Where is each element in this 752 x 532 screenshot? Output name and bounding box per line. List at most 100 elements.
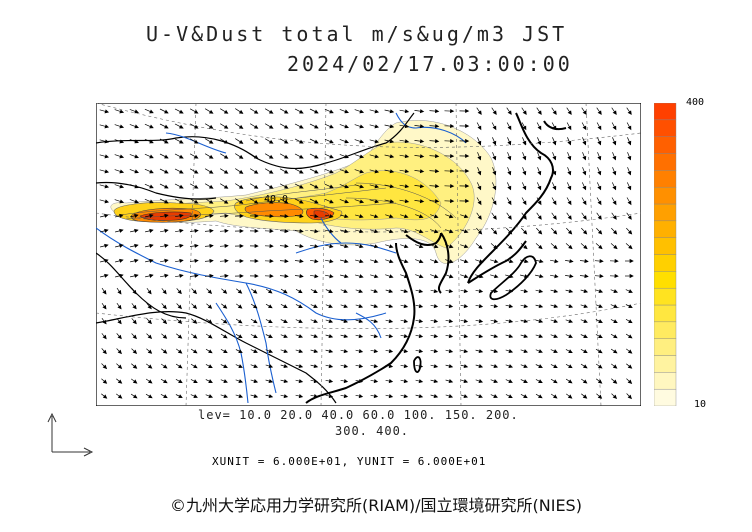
wind-vector-head bbox=[612, 140, 617, 146]
wind-vector-head bbox=[117, 319, 122, 325]
wind-vector-head bbox=[463, 379, 469, 384]
wind-vector-head bbox=[433, 379, 439, 384]
wind-vector-head bbox=[192, 319, 198, 324]
wind-vector-head bbox=[448, 303, 454, 309]
wind-vector-head bbox=[239, 258, 244, 264]
wind-vector-head bbox=[223, 154, 229, 159]
wind-vector-head bbox=[597, 110, 602, 115]
wind-vector-head bbox=[253, 199, 259, 204]
wind-vector-head bbox=[149, 199, 154, 204]
islands bbox=[413, 255, 537, 373]
wind-vector-head bbox=[209, 213, 214, 218]
wind-vector-head bbox=[344, 244, 349, 249]
wind-vector-head bbox=[627, 155, 632, 161]
wind-vector-head bbox=[388, 363, 394, 369]
wind-vector-head bbox=[117, 334, 122, 340]
wind-vector-head bbox=[268, 364, 274, 369]
grid-lines bbox=[96, 103, 641, 406]
wind-vector-head bbox=[359, 274, 364, 279]
wind-vector-head bbox=[493, 319, 499, 324]
colorbar-swatch bbox=[654, 119, 677, 137]
wind-vector-head bbox=[314, 274, 319, 279]
wind-vector-head bbox=[627, 349, 633, 354]
wind-vector-head bbox=[403, 259, 409, 264]
wind-vector-head bbox=[238, 364, 243, 368]
wind-vector-head bbox=[448, 244, 454, 249]
wind-vector-head bbox=[477, 200, 482, 206]
wind-vector-head bbox=[568, 304, 574, 309]
wind-vector-head bbox=[147, 319, 152, 325]
wind-vector-head bbox=[239, 273, 244, 279]
wind-vector-head bbox=[598, 304, 603, 308]
wind-vector-head bbox=[373, 274, 379, 279]
wind-vector-head bbox=[223, 394, 229, 399]
wind-vector-head bbox=[358, 348, 364, 354]
wind-vector-head bbox=[224, 243, 229, 248]
wind-vector-head bbox=[359, 124, 365, 129]
wind-vector-head bbox=[298, 379, 304, 384]
wind-vector-head bbox=[567, 230, 573, 235]
wind-vector-head bbox=[179, 124, 184, 129]
wind-vector-head bbox=[612, 125, 617, 131]
wind-vector-head bbox=[329, 184, 334, 189]
wind-vector-head bbox=[538, 289, 544, 294]
wind-vector-head bbox=[239, 213, 244, 219]
wind-vector-head bbox=[359, 154, 365, 159]
map-timestamp: 2024/02/17.03:00:00 bbox=[287, 52, 573, 76]
wind-vector-head bbox=[298, 289, 303, 294]
wind-vector-head bbox=[508, 349, 514, 354]
wind-vector-head bbox=[450, 199, 455, 204]
wind-vector-head bbox=[433, 364, 439, 369]
wind-vector-head bbox=[358, 363, 364, 369]
wind-vector-head bbox=[208, 154, 214, 159]
wind-vector-head bbox=[344, 199, 349, 204]
wind-vector-head bbox=[389, 184, 395, 189]
wind-vector-head bbox=[314, 199, 319, 204]
wind-vector-head bbox=[477, 230, 483, 235]
wind-vector-head bbox=[478, 349, 484, 354]
wind-vector-head bbox=[582, 200, 587, 206]
wind-vector-head bbox=[584, 273, 589, 279]
wind-vector-head bbox=[104, 243, 109, 248]
coastline bbox=[305, 112, 567, 404]
wind-vector-head bbox=[179, 169, 184, 174]
wind-vector-head bbox=[582, 140, 587, 146]
wind-vector-head bbox=[463, 288, 469, 294]
wind-vector-head bbox=[492, 110, 497, 115]
wind-vector-head bbox=[328, 393, 334, 399]
wind-vector-head bbox=[373, 304, 379, 309]
wind-vector-head bbox=[298, 304, 303, 308]
wind-vector-head bbox=[164, 109, 169, 114]
wind-vector-head bbox=[358, 393, 364, 399]
colorbar-swatch bbox=[654, 220, 677, 238]
wind-vector-head bbox=[463, 303, 469, 309]
wind-vector-head bbox=[465, 198, 470, 204]
wind-vector-head bbox=[552, 200, 557, 206]
wind-vector-head bbox=[478, 274, 484, 279]
wind-vector-head bbox=[582, 394, 588, 399]
wind-vector-head bbox=[612, 230, 618, 235]
wind-vector-head bbox=[628, 244, 633, 250]
wind-vector-head bbox=[450, 109, 455, 114]
wind-vector-head bbox=[582, 170, 587, 176]
wind-vector-head bbox=[418, 229, 424, 234]
wind-vector-head bbox=[314, 184, 319, 189]
wind-vector-head bbox=[178, 394, 183, 398]
wind-vector-head bbox=[298, 349, 304, 354]
wind-vector-head bbox=[612, 200, 617, 206]
wind-vector-head bbox=[403, 304, 409, 309]
wind-vector-head bbox=[404, 199, 410, 204]
colorbar-swatch bbox=[654, 388, 677, 406]
wind-vector-head bbox=[553, 334, 559, 338]
wind-vector-head bbox=[208, 394, 214, 398]
colorbar-swatch bbox=[654, 321, 677, 339]
wind-vector-head bbox=[162, 334, 168, 339]
wind-vector-head bbox=[463, 214, 469, 219]
wind-vector-head bbox=[284, 109, 289, 114]
wind-vector-head bbox=[597, 155, 602, 161]
wind-vector-head bbox=[299, 139, 304, 144]
wind-vector-head bbox=[583, 334, 588, 338]
wind-vector-head bbox=[344, 214, 349, 219]
wind-vector-head bbox=[238, 139, 244, 144]
wind-vector-head bbox=[237, 289, 243, 294]
